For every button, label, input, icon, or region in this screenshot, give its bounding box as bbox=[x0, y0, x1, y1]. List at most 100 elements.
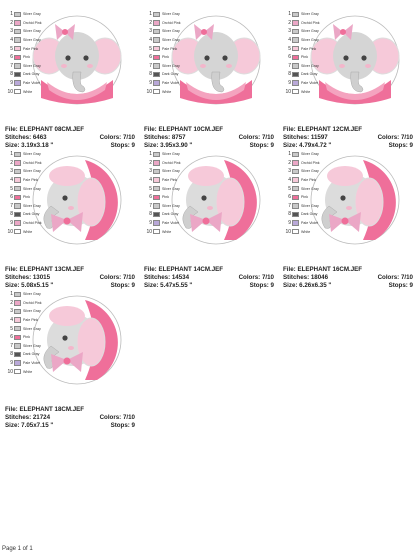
thread-list: 1 Silver Gray 2 Orchid Pink 3 Silver Gray 4 Sil… bbox=[285, 10, 325, 96]
thread-number: 5 bbox=[10, 185, 13, 192]
thread-name: Silver Gray bbox=[23, 63, 41, 68]
thread-row: 3 Silver Gray bbox=[146, 167, 186, 176]
thread-number: 6 bbox=[10, 194, 13, 201]
info-colors: Colors: 7/10 bbox=[377, 274, 413, 281]
thread-name: Silver Gray bbox=[23, 169, 41, 174]
thread-swatch bbox=[14, 80, 21, 86]
thread-swatch bbox=[292, 151, 299, 158]
thread-number: 4 bbox=[10, 177, 13, 184]
thread-row: 1 Silver Gray bbox=[7, 290, 47, 299]
thread-name: Dark Gray bbox=[301, 212, 318, 217]
thread-swatch bbox=[153, 80, 160, 86]
thread-swatch bbox=[153, 54, 160, 61]
thread-row: 7 Silver Gray bbox=[7, 62, 47, 71]
thread-number: 8 bbox=[10, 71, 13, 78]
thread-number: 6 bbox=[288, 54, 291, 61]
thread-number: 3 bbox=[10, 28, 13, 35]
thread-row: 3 Silver Gray bbox=[7, 307, 47, 316]
thread-name: Dark Gray bbox=[23, 352, 40, 357]
thread-swatch bbox=[14, 228, 21, 235]
thread-swatch bbox=[153, 177, 160, 183]
info-stitches: Stitches: 14534 bbox=[144, 274, 190, 281]
thread-row: 3 Silver Gray bbox=[146, 27, 186, 36]
thread-number: 6 bbox=[10, 54, 13, 61]
thread-row: 2 Orchid Pink bbox=[7, 299, 47, 308]
thread-swatch bbox=[292, 88, 299, 95]
info-size: Size: 3.95x3.90 " bbox=[144, 142, 193, 149]
thread-name: Pale Pink bbox=[301, 46, 317, 51]
thread-number: 3 bbox=[10, 308, 13, 315]
info-file: File: ELEPHANT 16CM.JEF bbox=[283, 266, 363, 273]
thread-name: Silver Gray bbox=[23, 29, 41, 34]
info-colors: Colors: 7/10 bbox=[99, 134, 135, 141]
thread-row: 1 Silver Gray bbox=[7, 10, 47, 19]
thread-name: Silver Gray bbox=[23, 203, 41, 208]
thread-name: Silver Gray bbox=[301, 38, 319, 43]
thread-swatch bbox=[292, 211, 299, 218]
thread-row: 10 White bbox=[7, 367, 47, 376]
thread-row: 10 White bbox=[7, 87, 47, 96]
thread-number: 8 bbox=[10, 211, 13, 218]
info-colors: Colors: 7/10 bbox=[238, 134, 274, 141]
thread-number: 1 bbox=[288, 11, 291, 18]
design-card: 1 Silver Gray 2 Orchid Pink 3 Silver Gray 4 Pal… bbox=[283, 148, 413, 289]
thread-row: 5 Silver Gray bbox=[7, 324, 47, 333]
thread-row: 5 Silver Gray bbox=[285, 184, 325, 193]
thread-row: 5 Pale Pink bbox=[146, 44, 186, 53]
thread-number: 8 bbox=[149, 211, 152, 218]
thread-name: Pale Violet bbox=[301, 81, 319, 86]
thread-number: 3 bbox=[149, 168, 152, 175]
thread-swatch bbox=[14, 168, 21, 175]
thread-swatch bbox=[153, 37, 160, 43]
design-preview bbox=[32, 155, 122, 245]
thread-row: 10 White bbox=[285, 227, 325, 236]
thread-swatch bbox=[14, 317, 21, 323]
thread-swatch bbox=[153, 71, 160, 78]
thread-row: 9 Pale Violet bbox=[146, 79, 186, 88]
thread-name: Pink bbox=[23, 55, 30, 60]
thread-name: Silver Gray bbox=[162, 152, 180, 157]
thread-swatch bbox=[153, 185, 160, 192]
thread-swatch bbox=[14, 37, 21, 43]
thread-swatch bbox=[292, 20, 299, 26]
thread-row: 10 White bbox=[285, 87, 325, 96]
info-size: Size: 6.26x6.35 " bbox=[283, 282, 332, 289]
thread-row: 5 Pale Pink bbox=[7, 44, 47, 53]
thread-swatch bbox=[292, 177, 299, 183]
thread-name: Pale Pink bbox=[162, 46, 178, 51]
design-card: 1 Silver Gray 2 Orchid Pink 3 Silver Gray 4 Sil… bbox=[144, 8, 274, 149]
thread-row: 5 Silver Gray bbox=[7, 184, 47, 193]
thread-row: 6 Pink bbox=[285, 53, 325, 62]
info-stitches: Stitches: 13015 bbox=[5, 274, 51, 281]
thread-swatch bbox=[14, 45, 21, 52]
thread-swatch bbox=[292, 71, 299, 78]
thread-name: Dark Gray bbox=[23, 212, 40, 217]
thread-name: Silver Gray bbox=[301, 29, 319, 34]
thread-name: Silver Gray bbox=[162, 29, 180, 34]
thread-name: Orchid Pink bbox=[23, 221, 42, 226]
thread-number: 1 bbox=[10, 151, 13, 158]
info-stitches: Stitches: 21724 bbox=[5, 414, 51, 421]
thread-swatch bbox=[14, 368, 21, 375]
thread-number: 9 bbox=[149, 80, 152, 87]
thread-row: 7 Silver Gray bbox=[7, 202, 47, 211]
thread-name: Silver Gray bbox=[162, 186, 180, 191]
thread-swatch bbox=[14, 185, 21, 192]
thread-number: 4 bbox=[149, 177, 152, 184]
thread-row: 2 Orchid Pink bbox=[285, 19, 325, 28]
thread-name: Silver Gray bbox=[301, 12, 319, 17]
info-file: File: ELEPHANT 13CM.JEF bbox=[5, 266, 85, 273]
thread-number: 1 bbox=[149, 11, 152, 18]
thread-row: 3 Silver Gray bbox=[7, 27, 47, 36]
thread-number: 6 bbox=[288, 194, 291, 201]
thread-name: White bbox=[301, 89, 311, 94]
thread-row: 9 Pale Violet bbox=[285, 219, 325, 228]
info-size: Size: 3.19x3.18 " bbox=[5, 142, 54, 149]
thread-number: 2 bbox=[149, 19, 152, 26]
thread-name: Pale Violet bbox=[23, 81, 41, 86]
thread-number: 2 bbox=[10, 159, 13, 166]
thread-number: 2 bbox=[10, 299, 13, 306]
thread-number: 8 bbox=[149, 71, 152, 78]
thread-row: 5 Silver Gray bbox=[146, 184, 186, 193]
thread-number: 10 bbox=[7, 228, 13, 235]
